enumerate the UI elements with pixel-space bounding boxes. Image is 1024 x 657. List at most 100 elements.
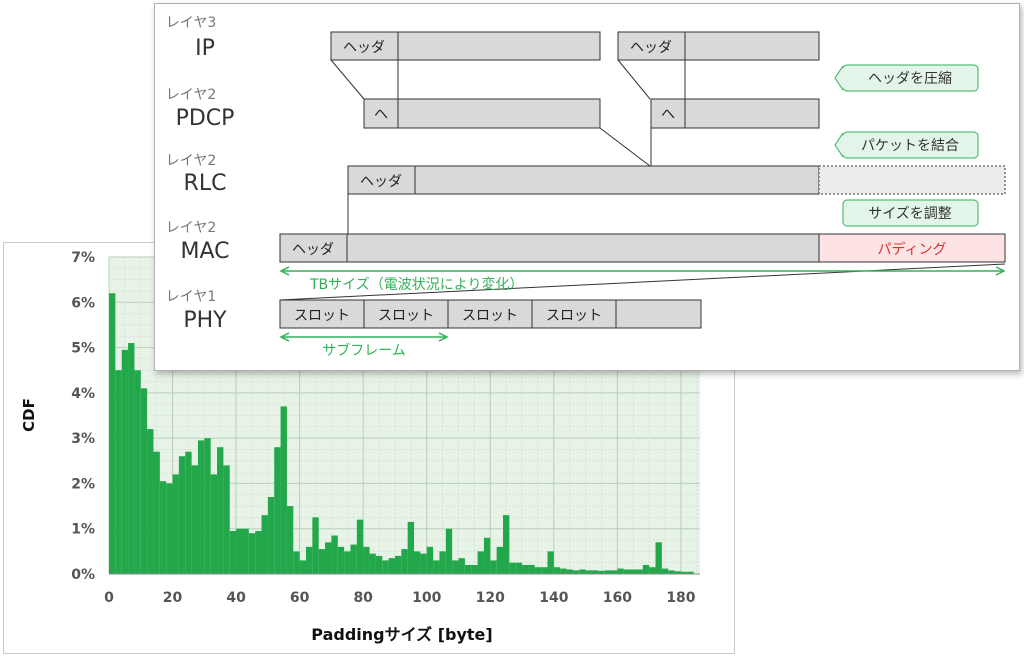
histogram-bar [350,544,357,574]
pdcp-header-box-2 [650,98,686,129]
histogram-bar [471,564,478,574]
x-tick-label: 140 [539,590,568,606]
phy-slot-5 [615,299,702,329]
histogram-bar [388,558,395,574]
callout-compress: ヘッダを圧縮 [834,64,979,92]
histogram-bar [604,570,612,574]
subframe-label: サブフレーム [322,342,406,359]
callout-resize-label: サイズを調整 [868,206,952,222]
x-tick-labels: 0 20 40 60 80 100 120 140 160 180 [104,590,696,606]
ip-header-box-2 [617,31,686,61]
protocol-diagram-canvas: レイヤ3 IP レイヤ2 PDCP レイヤ2 RLC レイヤ2 MAC レイヤ1… [166,15,1006,359]
histogram-bar [668,570,675,574]
histogram-bar [178,456,186,574]
histogram-bar [325,542,332,574]
y-tick-label: 2% [71,476,95,492]
histogram-bar [439,551,446,574]
x-tick-label: 160 [603,590,632,606]
histogram-bar [433,560,440,574]
histogram-bar [420,553,427,574]
histogram-bar [121,349,129,574]
histogram-bar [242,528,249,574]
x-tick-label: 120 [476,590,505,606]
histogram-bar [585,570,592,574]
histogram-bar [458,558,465,574]
histogram-bar [382,560,389,574]
histogram-bar [318,549,326,574]
histogram-bar [680,571,688,574]
mac-header-label: ヘッダ [292,242,334,258]
callout-resize: サイズを調整 [842,199,979,227]
histogram-bar [553,567,561,574]
ip-header-box-1 [330,31,399,61]
histogram-bar [166,483,173,574]
histogram-bar [509,562,516,574]
y-tick-label: 5% [71,341,95,357]
histogram-bar [414,551,421,574]
x-axis-label: Paddingサイズ [byte] [311,625,492,644]
layer-level-phy: レイヤ1 [166,289,217,305]
histogram-bar [267,497,275,574]
phy-slot-1 [279,299,365,329]
histogram-bar [661,568,669,574]
callout-combine: パケットを結合 [834,131,979,159]
layer-name-pdcp: PDCP [176,106,235,131]
histogram-bar [452,560,459,574]
histogram-bar [566,569,573,574]
pdcp-layer-packets: ヘ ヘ [363,98,820,129]
rlc-payload-box [414,165,820,195]
histogram-bar [299,560,306,574]
phy-slot-label-1: スロット [294,308,350,324]
histogram-bar [528,564,535,574]
layer-name-phy: PHY [183,308,227,333]
pdcp-header-label-2: ヘ [661,107,675,123]
histogram-bar [541,567,548,574]
histogram-bar [229,530,237,574]
callout-combine-label: パケットを結合 [861,138,959,154]
histogram-bar [306,546,313,574]
y-tick-label: 1% [71,522,95,538]
phy-slot-label-3: スロット [462,308,518,324]
histogram-bar [261,515,268,574]
histogram-bar [293,551,300,574]
histogram-bar [623,569,631,574]
histogram-bar [649,567,656,574]
tb-size-indicator: TBサイズ（電波状況により変化） [282,271,1003,293]
histogram-bar [128,343,135,574]
histogram-bar [375,555,383,574]
protocol-stack-diagram: レイヤ3 IP レイヤ2 PDCP レイヤ2 RLC レイヤ2 MAC レイヤ1… [154,3,1020,371]
mac-layer-packets: ヘッダ パディング [279,233,1006,263]
callout-resize-box [842,199,979,227]
histogram-bar [674,571,681,574]
histogram-bar [407,521,415,574]
histogram-bar [503,515,510,574]
histogram-bar [617,568,624,574]
x-tick-label: 60 [290,590,310,606]
histogram-bar [197,440,205,574]
x-tick-label: 40 [226,590,246,606]
phy-slot-label-4: スロット [546,308,602,324]
layer-level-mac: レイヤ2 [166,220,217,236]
x-tick-label: 0 [104,590,114,606]
pdcp-payload-box-1 [397,98,601,129]
ip-payload-box-1 [397,31,601,61]
histogram-bar [274,447,281,574]
histogram-bar [579,569,586,574]
histogram-bar [286,506,294,574]
x-tick-label: 20 [163,590,183,606]
x-tick-label: 180 [666,590,695,606]
histogram-bar [445,528,453,574]
tb-size-label: TBサイズ（電波状況により変化） [309,276,523,293]
x-tick-label: 80 [353,590,373,606]
ip-payload-box-2 [684,31,820,61]
histogram-bar [159,481,167,574]
subframe-indicator: サブフレーム [282,337,446,359]
histogram-bar [172,474,179,574]
histogram-bar [115,370,122,574]
histogram-bar [687,571,694,574]
histogram-bar [147,429,154,574]
histogram-bar [522,564,529,574]
pdcp-header-box-1 [363,98,399,129]
layer-name-ip: IP [195,36,215,61]
histogram-bar [248,533,256,574]
